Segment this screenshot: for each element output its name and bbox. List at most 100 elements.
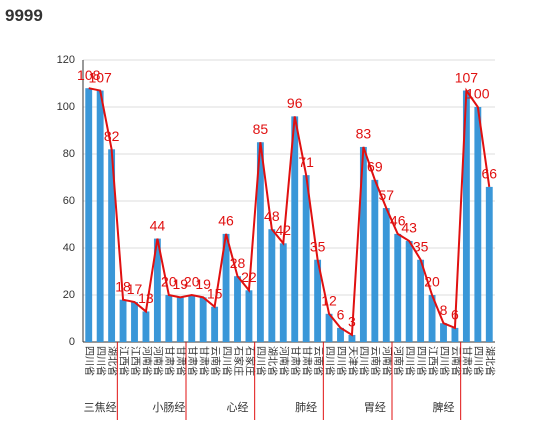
x-tick-label: 四川省 — [472, 346, 485, 376]
x-tick-label: 甘肃省 — [198, 346, 211, 376]
x-tick-label: 四川省 — [335, 346, 348, 376]
x-tick-label: 四川省 — [220, 346, 233, 376]
x-tick-label: 云南省 — [312, 346, 325, 376]
y-tick-label: 40 — [63, 242, 75, 254]
data-label: 20 — [161, 274, 177, 290]
bar — [405, 240, 413, 342]
data-label: 42 — [275, 222, 291, 238]
x-tick-label: 甘肃省 — [163, 346, 176, 376]
bar — [314, 259, 322, 342]
group-label: 脾经 — [433, 400, 455, 414]
group-label: 心经 — [227, 401, 249, 414]
y-tick-label: 0 — [69, 336, 75, 348]
x-tick-label: 湖北省 — [106, 346, 119, 376]
x-tick-label: 云南省 — [369, 346, 382, 376]
group-label: 肺经 — [295, 401, 317, 414]
bar — [131, 302, 138, 342]
bar — [85, 88, 93, 342]
y-tick-label: 120 — [57, 54, 75, 66]
bar — [474, 107, 482, 342]
data-label: 13 — [138, 290, 154, 306]
data-label: 100 — [466, 86, 490, 102]
bar — [462, 90, 470, 342]
x-tick-label: 河南省 — [140, 346, 153, 376]
data-label: 6 — [451, 307, 459, 323]
bar — [337, 327, 344, 342]
data-label: 69 — [367, 159, 383, 175]
bar — [279, 243, 287, 342]
x-tick-label: 石家庄 — [243, 346, 256, 376]
x-tick-label: 河南省 — [381, 346, 394, 376]
data-label: 43 — [401, 220, 417, 236]
data-label: 19 — [195, 276, 211, 292]
x-tick-label: 四川省 — [438, 346, 451, 376]
page-title: 9999 — [5, 6, 43, 25]
bar — [234, 276, 241, 342]
bar — [302, 175, 310, 342]
line — [88, 87, 491, 337]
data-label: 18 — [115, 278, 131, 294]
x-tick-label: 云南省 — [449, 346, 462, 376]
y-tick-label: 100 — [57, 101, 75, 113]
data-label: 85 — [253, 121, 269, 137]
bar — [485, 186, 493, 342]
data-label: 19 — [172, 276, 188, 292]
x-tick-label: 湖北省 — [266, 346, 279, 376]
x-tick-label: 河南省 — [392, 346, 405, 376]
x-tick-label: 甘肃省 — [461, 346, 474, 376]
bar — [371, 179, 379, 342]
bar — [256, 142, 264, 342]
bar — [348, 334, 356, 342]
data-label: 12 — [321, 293, 337, 309]
data-label: 107 — [88, 69, 112, 85]
data-label: 71 — [298, 154, 314, 170]
x-tick-label: 甘肃省 — [175, 346, 188, 376]
data-label: 108 — [77, 67, 101, 83]
bar — [325, 313, 333, 342]
bar — [176, 297, 184, 342]
bar — [142, 311, 150, 342]
bar — [440, 323, 447, 342]
x-tick-label: 四川省 — [83, 346, 96, 376]
x-tick-label: 河南省 — [278, 346, 291, 376]
y-tick-label: 20 — [63, 289, 75, 301]
x-tick-label: 四川省 — [404, 346, 417, 376]
data-label: 35 — [413, 238, 429, 254]
data-label: 3 — [348, 314, 356, 330]
x-tick-label: 四川省 — [358, 346, 371, 376]
bar — [428, 295, 436, 342]
data-label: 17 — [127, 281, 143, 297]
bar — [222, 233, 230, 342]
x-tick-label: 云南省 — [209, 346, 222, 376]
data-label: 48 — [264, 208, 280, 224]
x-tick-label: 江西省 — [426, 346, 439, 376]
data-label: 83 — [356, 126, 372, 142]
x-tick-label: 四川省 — [95, 346, 108, 376]
data-label: 66 — [481, 166, 497, 182]
data-label: 46 — [218, 213, 234, 229]
bar — [119, 299, 127, 342]
x-tick-label: 甘肃省 — [289, 346, 302, 376]
bar — [417, 259, 425, 342]
x-tick-label: 河南省 — [152, 346, 165, 376]
x-tick-label: 甘肃省 — [301, 346, 314, 376]
bar — [268, 229, 276, 342]
bar — [188, 295, 196, 342]
data-label: 96 — [287, 95, 303, 111]
bar — [451, 327, 459, 342]
data-label: 8 — [440, 302, 448, 318]
bar — [108, 149, 116, 342]
data-label: 35 — [310, 238, 326, 254]
data-label: 46 — [390, 213, 406, 229]
x-tick-label: 江西省 — [117, 346, 130, 376]
x-tick-label: 甘肃省 — [186, 346, 199, 376]
y-tick-label: 80 — [63, 148, 75, 160]
bar — [291, 116, 299, 343]
x-tick-label: 四川省 — [323, 346, 336, 376]
data-label: 22 — [241, 269, 257, 285]
data-label: 20 — [184, 274, 200, 290]
x-tick-label: 四川省 — [255, 346, 268, 376]
x-tick-label: 石家庄 — [232, 346, 245, 376]
